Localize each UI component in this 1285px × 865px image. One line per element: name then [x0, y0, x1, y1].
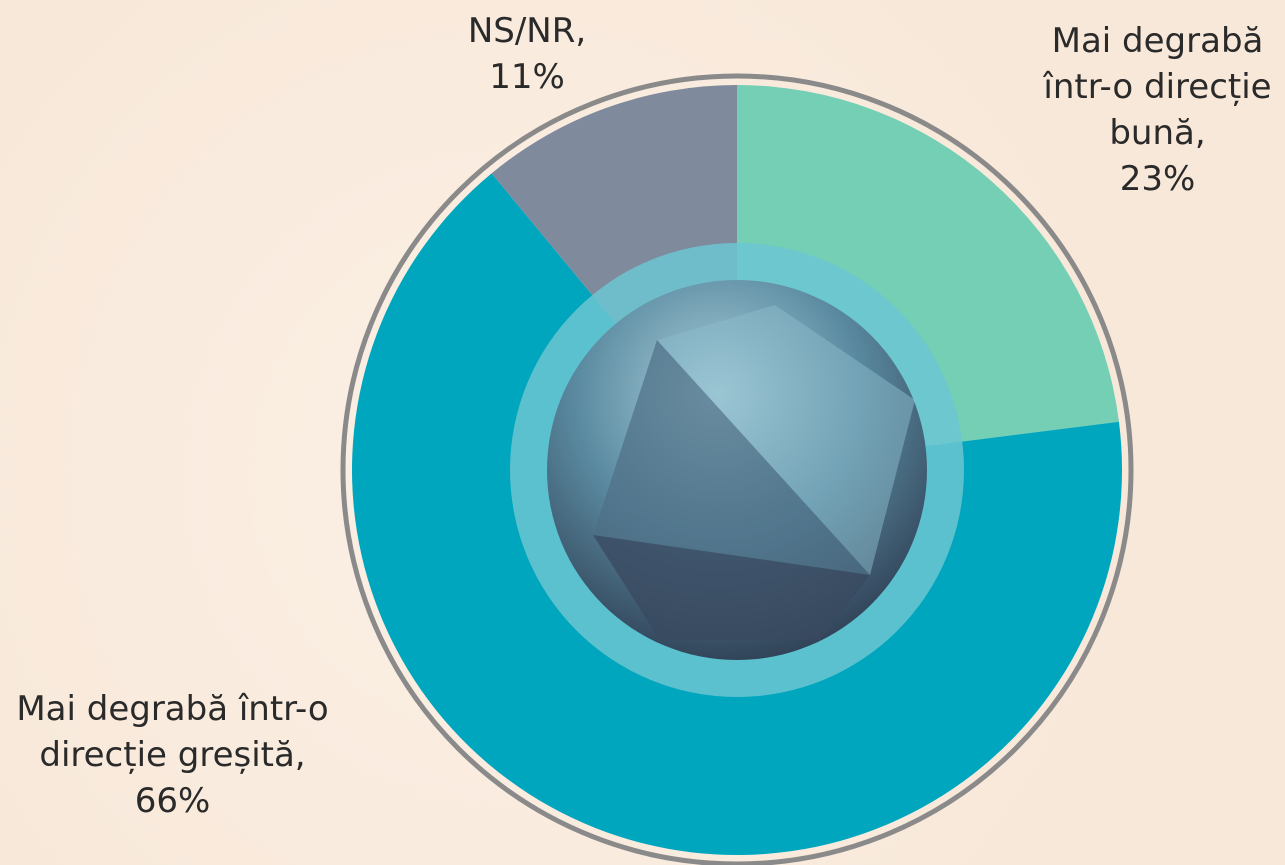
outer-ring — [340, 73, 1134, 865]
gem-facet — [593, 340, 870, 575]
slice-label: NS/NR, 11% — [447, 8, 607, 100]
category-label: NS/NR, — [467, 11, 587, 51]
value-label: 66% — [134, 781, 211, 821]
slice-label: Mai degrabă într-o direcție greșită, 66% — [5, 686, 340, 824]
category-label: Mai degrabă într-o direcție bună, — [1043, 21, 1272, 153]
gem-facet — [657, 305, 915, 575]
gem-facet — [593, 535, 870, 640]
category-label: Mai degrabă într-o direcție greșită, — [16, 689, 329, 775]
slice-label: Mai degrabă într-o direcție bună, 23% — [1025, 18, 1285, 202]
value-label: 11% — [489, 57, 565, 97]
value-label: 23% — [1119, 159, 1196, 199]
